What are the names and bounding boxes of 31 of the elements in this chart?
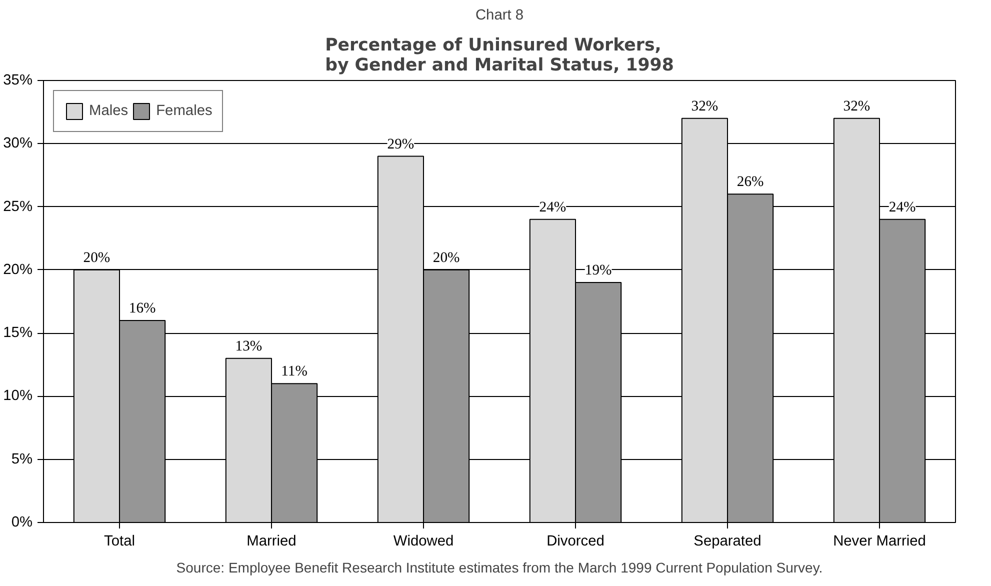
y-tick-label: 5% <box>11 451 33 468</box>
y-tick-label: 30% <box>3 136 33 152</box>
y-tick-label: 10% <box>3 388 33 404</box>
y-tick-label: 25% <box>3 198 33 215</box>
data-label: 19% <box>584 262 612 279</box>
x-tick-label: Widowed <box>393 534 454 550</box>
y-tick-label: 0% <box>11 514 33 530</box>
legend-label: Males <box>89 103 128 119</box>
data-label: 24% <box>888 199 916 216</box>
data-label: 26% <box>736 174 764 190</box>
data-label: 24% <box>539 199 566 216</box>
x-tick-label: Never Married <box>833 534 926 550</box>
data-label: 20% <box>432 250 460 266</box>
chart-subtitle: Percentage of Uninsured Workers, by Gender and Marital Status, 1998 <box>325 36 674 76</box>
data-label: 11% <box>281 364 308 380</box>
data-label: 13% <box>235 338 262 354</box>
x-tick-label: Total <box>104 534 135 550</box>
x-tick-label: Separated <box>694 534 762 550</box>
legend-label: Females <box>156 103 212 119</box>
data-label: 32% <box>843 98 870 114</box>
data-label: 29% <box>387 136 414 152</box>
y-tick-label: 15% <box>3 325 33 342</box>
source-note: Source: Employee Benefit Research Institute estimates from the March 1999 Current Population Survey. <box>176 560 823 576</box>
y-tick-label: 35% <box>3 72 33 88</box>
chart-title: Chart 8 <box>475 8 524 24</box>
data-label: 20% <box>83 250 110 266</box>
x-tick-label: Divorced <box>546 534 604 550</box>
data-label: 32% <box>691 98 718 114</box>
y-tick-label: 20% <box>3 262 33 278</box>
data-label: 16% <box>128 300 156 316</box>
x-tick-label: Married <box>246 534 296 550</box>
